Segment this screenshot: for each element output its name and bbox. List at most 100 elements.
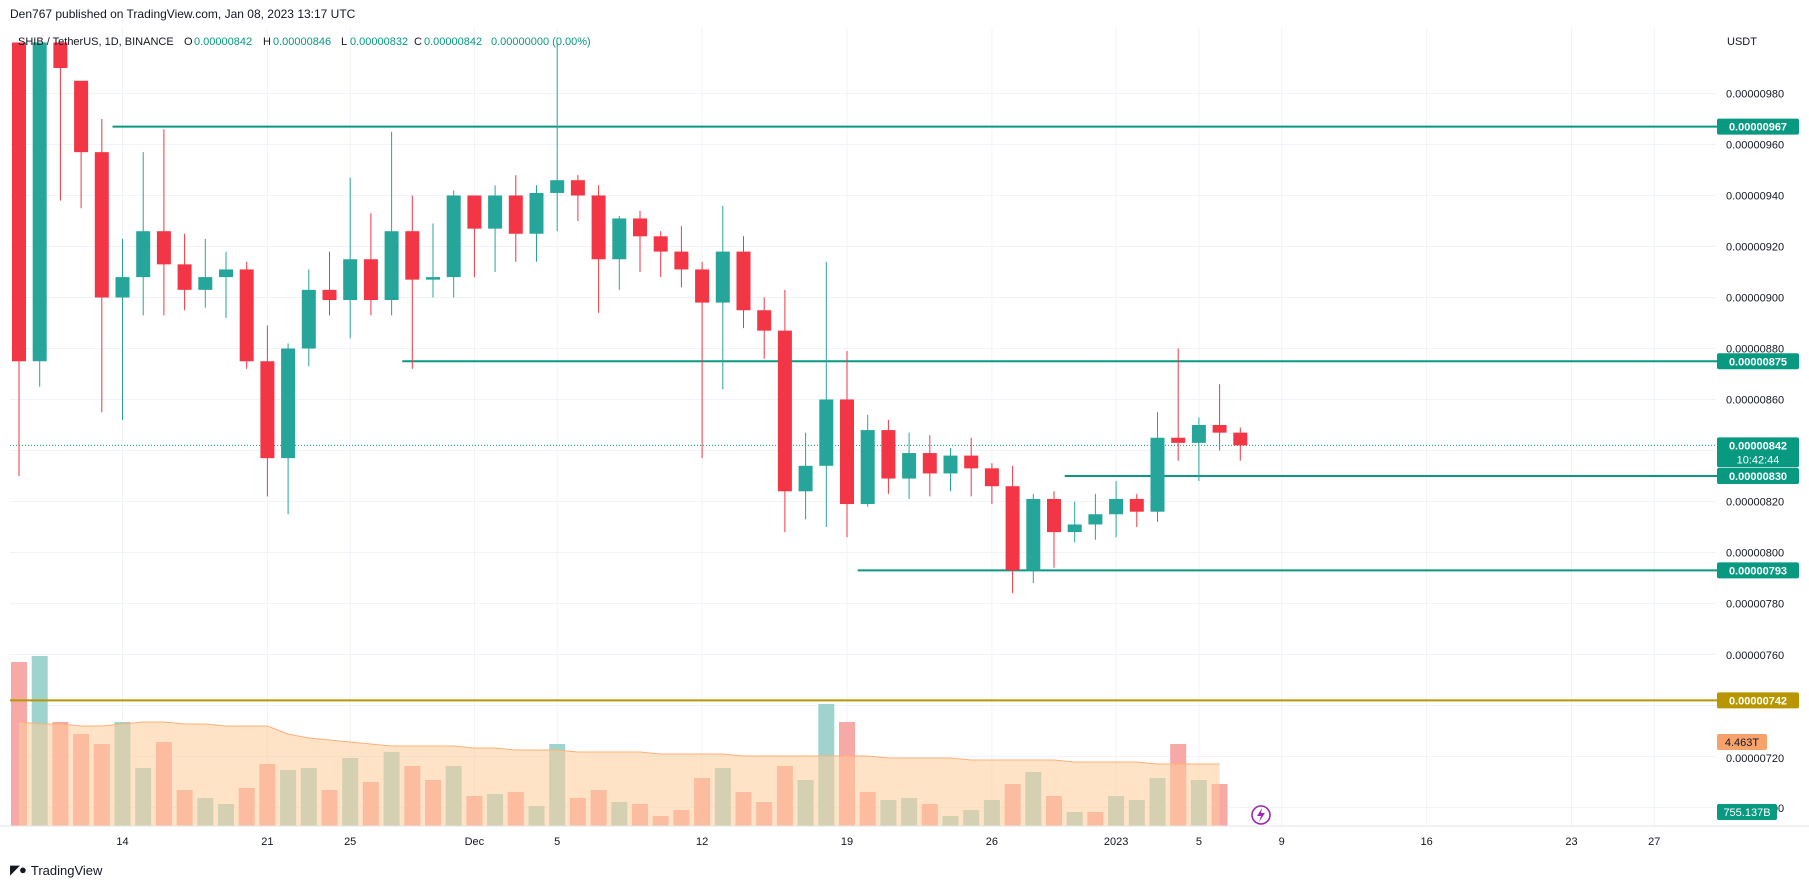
candle-body xyxy=(860,430,875,505)
candle-body xyxy=(964,455,979,469)
candle-body xyxy=(1088,514,1103,525)
candle-body xyxy=(508,195,523,234)
candle-body xyxy=(74,80,89,153)
legend-open-label: O xyxy=(184,36,193,48)
volume-pane xyxy=(11,656,1228,826)
candle-body xyxy=(1150,437,1165,512)
current-price-badge-bg xyxy=(1717,437,1799,468)
candle-body xyxy=(840,399,854,505)
candle-body xyxy=(239,269,254,362)
candle-body xyxy=(674,251,689,270)
candle-body xyxy=(405,231,420,280)
level-price-badge-bg xyxy=(1717,562,1799,579)
candle-body xyxy=(633,218,647,237)
price-tick-label: 0.00000820 xyxy=(1726,497,1784,509)
level-price-badge-bg xyxy=(1717,118,1799,135)
price-tick-label: 0.00000880 xyxy=(1726,344,1784,356)
current-price-badge: 0.00000842 xyxy=(1729,440,1787,452)
candle-body xyxy=(943,455,958,474)
legend-open: 0.00000842 xyxy=(194,36,252,48)
footer-brand[interactable]: ◤● TradingView xyxy=(10,862,102,878)
candle-body xyxy=(12,42,26,362)
candle-body xyxy=(343,259,358,301)
legend-high-label: H xyxy=(263,36,271,48)
legend-close-label: C xyxy=(414,36,422,48)
time-tick-label: 16 xyxy=(1420,836,1432,848)
candle-body xyxy=(115,277,130,298)
candle-body xyxy=(384,231,399,301)
candle-body xyxy=(591,195,606,260)
level-price-badge-bg xyxy=(1717,468,1799,484)
candle-body xyxy=(1129,498,1144,512)
time-tick-label: 2023 xyxy=(1104,836,1128,848)
candle-body xyxy=(1191,425,1206,443)
price-tick-label: 0.00000800 xyxy=(1726,548,1784,560)
candle-body xyxy=(612,218,627,260)
candle-body xyxy=(177,264,192,290)
legend-close: 0.00000842 xyxy=(424,36,482,48)
price-tick-label: 0.00000960 xyxy=(1726,140,1784,152)
candle-body xyxy=(1212,425,1227,433)
candle-body xyxy=(1233,432,1248,446)
candle-body xyxy=(570,180,585,196)
candles xyxy=(12,42,1248,594)
countdown-label: 10:42:44 xyxy=(1737,454,1780,466)
candle-body xyxy=(529,192,544,234)
price-tick-label: 0.00000920 xyxy=(1726,242,1784,254)
time-tick-label: 19 xyxy=(841,836,853,848)
time-tick-label: Dec xyxy=(465,836,485,848)
level-price-badge: 0.00000967 xyxy=(1729,122,1787,134)
price-tick-label: 0.00000860 xyxy=(1726,395,1784,407)
candle-body xyxy=(1026,498,1041,571)
candle-body xyxy=(1047,498,1061,533)
time-tick-label: 25 xyxy=(344,836,356,848)
candle-body xyxy=(819,399,834,466)
level-price-badge: 0.00000793 xyxy=(1729,565,1787,577)
level-price-badge: 0.00000830 xyxy=(1729,471,1787,483)
legend-symbol: SHIB / TetherUS, 1D, BINANCE xyxy=(18,36,174,48)
candle-body xyxy=(736,251,751,311)
bolt-icon[interactable] xyxy=(1251,805,1271,825)
candle-body xyxy=(695,269,710,303)
time-tick-label: 26 xyxy=(986,836,998,848)
candle-body xyxy=(53,42,68,68)
candle-body xyxy=(984,468,999,487)
tradingview-logo-icon: ◤● xyxy=(10,862,27,877)
legend-high: 0.00000846 xyxy=(273,36,331,48)
price-tick-label: 0.00000940 xyxy=(1726,191,1784,203)
time-tick-label: 27 xyxy=(1648,836,1660,848)
volume-ma-line xyxy=(18,721,1220,765)
gold-price-badge-bg xyxy=(1717,692,1799,709)
candle-body xyxy=(322,289,337,301)
legend-low: 0.00000832 xyxy=(350,36,408,48)
publish-info: Den767 published on TradingView.com, Jan… xyxy=(10,7,355,21)
time-tick-label: 5 xyxy=(554,836,560,848)
time-tick-label: 9 xyxy=(1279,836,1285,848)
price-tick-label: 0.00000720 xyxy=(1726,753,1784,765)
brand-name: TradingView xyxy=(30,862,103,878)
time-tick-label: 23 xyxy=(1565,836,1577,848)
legend-low-label: L xyxy=(341,36,347,48)
time-axis[interactable]: 14 21 25 Dec 5 12 19 26 2023 5 9 16 23 27 xyxy=(0,825,1809,848)
candle-body xyxy=(198,277,213,290)
level-price-badge: 0.00000875 xyxy=(1729,356,1787,368)
price-tick-label: 0.00000760 xyxy=(1726,650,1784,662)
candle-body xyxy=(653,236,668,252)
candle-body xyxy=(136,231,151,278)
candle-body xyxy=(1067,524,1082,533)
volume-badge-bg xyxy=(1717,804,1777,820)
price-tick-label: 0.00000780 xyxy=(1726,599,1784,611)
price-axis[interactable]: 0.000007800.000008000.000008200.00000840… xyxy=(1717,89,1799,821)
candle-body xyxy=(550,180,565,193)
candle-body xyxy=(881,430,896,479)
candle-body xyxy=(156,231,171,265)
symbol-legend: SHIB / TetherUS, 1D, BINANCE O 0.0000084… xyxy=(18,36,591,48)
candle-body xyxy=(426,277,440,280)
candle-body xyxy=(281,348,296,459)
currency-label: USDT xyxy=(1727,36,1757,48)
candle-body xyxy=(467,195,482,229)
candle-body xyxy=(94,152,109,298)
candle-body xyxy=(363,259,378,301)
candle-body xyxy=(446,195,461,278)
